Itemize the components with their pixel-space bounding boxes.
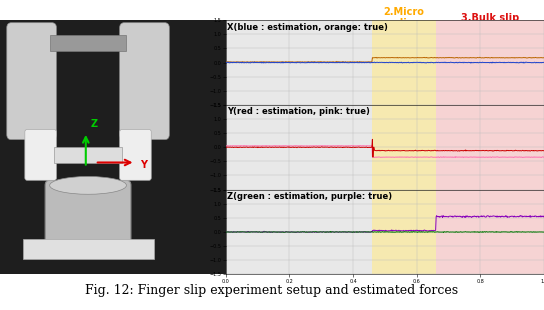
Bar [436,190,544,274]
Bar [372,20,436,105]
Text: Z(green : estimation, purple: true): Z(green : estimation, purple: true) [227,192,392,201]
Bar [226,190,372,274]
Bar [372,105,436,190]
Text: Y: Y [140,160,147,170]
Bar [50,35,126,51]
Text: X(blue : estimation, orange: true): X(blue : estimation, orange: true) [227,23,388,32]
Ellipse shape [50,176,126,194]
Text: Fig. 12: Finger slip experiment setup and estimated forces: Fig. 12: Finger slip experiment setup an… [85,284,459,297]
Bar [436,20,544,105]
Text: 1.grasp: 1.grasp [278,13,320,23]
Bar [226,105,372,190]
FancyBboxPatch shape [120,130,151,180]
Bar [226,20,372,105]
Text: 3.Bulk slip: 3.Bulk slip [461,13,519,23]
Bar [372,190,436,274]
Text: Y(red : estimation, pink: true): Y(red : estimation, pink: true) [227,108,370,117]
FancyBboxPatch shape [25,130,57,180]
Bar [23,239,153,259]
FancyBboxPatch shape [120,23,169,140]
Text: slip: slip [11,9,53,29]
Bar [436,105,544,190]
FancyBboxPatch shape [7,23,57,140]
Text: 2.Micro
slip: 2.Micro slip [384,7,424,28]
Text: Z: Z [90,119,97,129]
FancyBboxPatch shape [45,180,131,254]
Bar [54,147,122,162]
